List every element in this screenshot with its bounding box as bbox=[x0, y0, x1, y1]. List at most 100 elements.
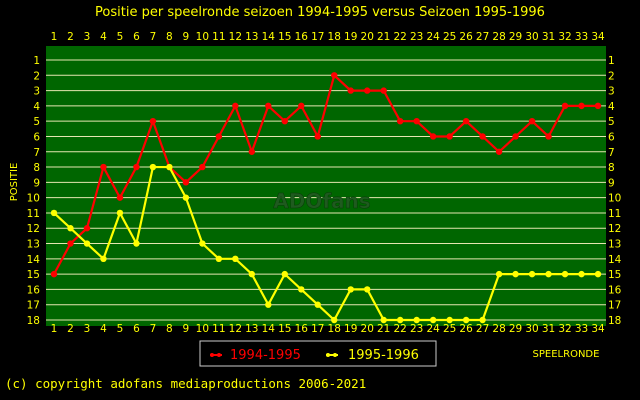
x-tick-bottom-27: 27 bbox=[476, 323, 489, 335]
x-tick-bottom-10: 10 bbox=[196, 323, 209, 335]
x-tick-bottom-26: 26 bbox=[459, 323, 473, 335]
y-tick-right-16: 16 bbox=[608, 284, 622, 296]
y-tick-right-3: 3 bbox=[608, 86, 615, 98]
x-tick-bottom-28: 28 bbox=[492, 323, 505, 335]
data-point-1995-1996-33 bbox=[578, 270, 585, 278]
data-point-1994-1995-20 bbox=[364, 87, 371, 94]
x-tick-top-14: 14 bbox=[262, 31, 276, 43]
y-tick-left-11: 11 bbox=[27, 208, 40, 220]
data-point-1995-1996-3 bbox=[83, 240, 91, 247]
y-axis-label: POSITIE bbox=[9, 163, 20, 202]
data-point-1995-1996-28 bbox=[495, 270, 503, 278]
x-tick-bottom-25: 25 bbox=[443, 323, 456, 335]
x-tick-top-10: 10 bbox=[196, 31, 209, 43]
x-tick-top-33: 33 bbox=[575, 31, 588, 43]
x-tick-top-29: 29 bbox=[509, 31, 522, 43]
y-tick-right-11: 11 bbox=[608, 208, 621, 220]
y-tick-left-4: 4 bbox=[33, 101, 40, 113]
y-tick-left-14: 14 bbox=[27, 254, 41, 266]
y-tick-left-8: 8 bbox=[33, 162, 40, 174]
data-point-1994-1995-3 bbox=[83, 225, 91, 232]
legend-label-1995-1996: 1995-1996 bbox=[348, 348, 419, 363]
y-tick-left-13: 13 bbox=[27, 239, 40, 251]
data-point-1995-1996-23 bbox=[413, 316, 420, 324]
data-point-1994-1995-31 bbox=[545, 133, 552, 140]
y-tick-left-6: 6 bbox=[33, 131, 40, 143]
data-point-1994-1995-14 bbox=[265, 102, 272, 110]
data-point-1994-1995-4 bbox=[100, 163, 107, 171]
x-tick-top-7: 7 bbox=[150, 31, 157, 43]
x-tick-bottom-1: 1 bbox=[51, 323, 58, 335]
copyright-text: (c) copyright adofans mediaproductions 2… bbox=[5, 376, 367, 391]
data-point-1995-1996-20 bbox=[364, 286, 371, 293]
data-point-1995-1996-27 bbox=[479, 316, 486, 324]
x-tick-top-24: 24 bbox=[426, 31, 440, 43]
x-tick-bottom-23: 23 bbox=[410, 323, 423, 335]
data-point-1994-1995-17 bbox=[314, 133, 321, 140]
data-point-1995-1996-15 bbox=[281, 270, 288, 278]
x-tick-top-1: 1 bbox=[51, 31, 58, 43]
x-tick-top-32: 32 bbox=[558, 31, 571, 43]
y-tick-left-16: 16 bbox=[27, 284, 41, 296]
x-tick-bottom-7: 7 bbox=[150, 323, 157, 335]
x-tick-top-9: 9 bbox=[183, 31, 190, 43]
x-tick-bottom-24: 24 bbox=[426, 323, 440, 335]
data-point-1995-1996-17 bbox=[314, 301, 321, 308]
data-point-1995-1996-21 bbox=[380, 316, 387, 324]
data-point-1994-1995-26 bbox=[462, 117, 470, 125]
data-point-1994-1995-2 bbox=[67, 240, 74, 247]
x-tick-bottom-8: 8 bbox=[166, 323, 173, 335]
y-tick-right-8: 8 bbox=[608, 162, 615, 174]
x-tick-bottom-9: 9 bbox=[183, 323, 190, 335]
x-tick-bottom-34: 34 bbox=[591, 323, 605, 335]
data-point-1995-1996-26 bbox=[462, 316, 470, 324]
x-tick-bottom-17: 17 bbox=[311, 323, 324, 335]
y-tick-right-5: 5 bbox=[608, 116, 615, 128]
data-point-1995-1996-7 bbox=[149, 163, 157, 171]
x-tick-bottom-32: 32 bbox=[558, 323, 571, 335]
data-point-1995-1996-31 bbox=[545, 270, 552, 278]
x-tick-top-4: 4 bbox=[100, 31, 107, 43]
x-tick-bottom-13: 13 bbox=[245, 323, 258, 335]
data-point-1995-1996-18 bbox=[331, 316, 338, 324]
data-point-1994-1995-27 bbox=[479, 133, 486, 140]
x-tick-bottom-6: 6 bbox=[133, 323, 140, 335]
chart-title: Positie per speelronde seizoen 1994-1995… bbox=[95, 5, 545, 20]
x-tick-top-15: 15 bbox=[278, 31, 291, 43]
data-point-1994-1995-10 bbox=[199, 163, 206, 171]
x-tick-top-34: 34 bbox=[591, 31, 605, 43]
x-tick-top-28: 28 bbox=[492, 31, 505, 43]
x-tick-bottom-21: 21 bbox=[377, 323, 390, 335]
data-point-1995-1996-30 bbox=[528, 270, 536, 278]
data-point-1994-1995-30 bbox=[528, 117, 536, 125]
x-tick-top-23: 23 bbox=[410, 31, 423, 43]
x-tick-top-25: 25 bbox=[443, 31, 456, 43]
legend-marker-1994-1995 bbox=[210, 353, 214, 357]
data-point-1995-1996-13 bbox=[248, 270, 256, 278]
data-point-1995-1996-14 bbox=[265, 301, 272, 308]
data-point-1995-1996-24 bbox=[429, 316, 437, 324]
x-axis-label: SPEELRONDE bbox=[533, 349, 600, 360]
y-tick-left-12: 12 bbox=[27, 223, 40, 235]
y-tick-right-15: 15 bbox=[608, 269, 621, 281]
x-tick-bottom-5: 5 bbox=[117, 323, 124, 335]
x-tick-top-22: 22 bbox=[393, 31, 406, 43]
y-tick-right-10: 10 bbox=[608, 193, 621, 205]
x-tick-bottom-22: 22 bbox=[393, 323, 406, 335]
y-tick-left-7: 7 bbox=[33, 147, 40, 159]
y-tick-right-6: 6 bbox=[608, 131, 615, 143]
data-point-1994-1995-29 bbox=[512, 133, 519, 140]
x-tick-bottom-14: 14 bbox=[262, 323, 276, 335]
data-point-1994-1995-28 bbox=[495, 148, 503, 155]
x-tick-top-12: 12 bbox=[229, 31, 242, 43]
x-tick-top-19: 19 bbox=[344, 31, 357, 43]
y-tick-left-3: 3 bbox=[33, 86, 40, 98]
data-point-1995-1996-10 bbox=[199, 240, 206, 247]
plot-area bbox=[46, 46, 606, 326]
x-tick-bottom-29: 29 bbox=[509, 323, 522, 335]
data-point-1995-1996-34 bbox=[594, 270, 602, 278]
y-tick-right-18: 18 bbox=[608, 315, 621, 327]
legend: 1994-1995 1995-1996 bbox=[199, 340, 437, 367]
y-tick-right-17: 17 bbox=[608, 300, 621, 312]
